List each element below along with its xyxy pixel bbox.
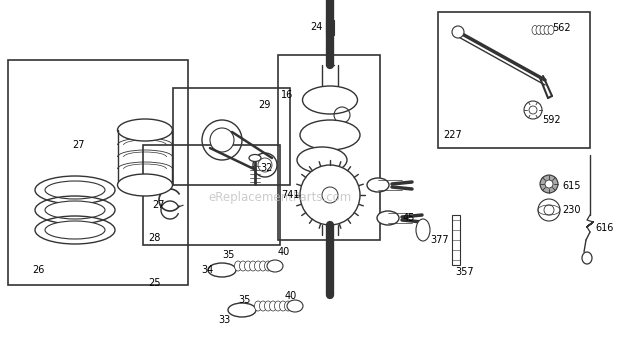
Text: 592: 592: [542, 115, 560, 125]
Circle shape: [210, 128, 234, 152]
Text: 616: 616: [595, 223, 613, 233]
Text: 741: 741: [281, 190, 299, 200]
Circle shape: [545, 180, 553, 188]
Bar: [143, 145, 280, 245]
Circle shape: [300, 165, 360, 225]
Ellipse shape: [118, 119, 172, 141]
Ellipse shape: [297, 147, 347, 173]
Ellipse shape: [254, 261, 262, 271]
Ellipse shape: [228, 303, 256, 317]
Text: 33: 33: [218, 315, 230, 325]
Ellipse shape: [285, 301, 291, 311]
Text: 25: 25: [148, 278, 161, 288]
Text: 562: 562: [552, 23, 570, 33]
Ellipse shape: [249, 261, 257, 271]
Ellipse shape: [416, 219, 430, 241]
Ellipse shape: [540, 25, 546, 34]
Circle shape: [538, 199, 560, 221]
Ellipse shape: [45, 181, 105, 199]
Ellipse shape: [280, 301, 286, 311]
Ellipse shape: [244, 261, 252, 271]
Text: 29: 29: [258, 100, 270, 110]
Ellipse shape: [45, 221, 105, 239]
Text: 27: 27: [72, 140, 84, 150]
Ellipse shape: [265, 301, 272, 311]
Bar: [278, 55, 380, 240]
Circle shape: [258, 158, 272, 172]
Ellipse shape: [582, 252, 592, 264]
Text: 34: 34: [201, 265, 213, 275]
Text: 230: 230: [562, 205, 580, 215]
Text: 35: 35: [222, 250, 234, 260]
Ellipse shape: [377, 211, 399, 225]
Ellipse shape: [265, 261, 272, 271]
Text: 40: 40: [285, 291, 297, 301]
Text: 35: 35: [238, 295, 250, 305]
Ellipse shape: [254, 301, 262, 311]
Ellipse shape: [300, 120, 360, 150]
Bar: [8, 60, 188, 285]
Text: 357: 357: [455, 267, 474, 277]
Ellipse shape: [287, 300, 303, 312]
Text: 28: 28: [148, 233, 161, 243]
Text: 24: 24: [310, 22, 322, 32]
Ellipse shape: [208, 263, 236, 277]
Ellipse shape: [544, 25, 550, 34]
Ellipse shape: [275, 301, 281, 311]
Text: 27: 27: [152, 200, 164, 210]
Ellipse shape: [367, 178, 389, 192]
Ellipse shape: [249, 155, 261, 161]
Bar: [326, 20, 334, 35]
Ellipse shape: [532, 25, 538, 34]
Ellipse shape: [303, 86, 358, 114]
Text: 26: 26: [32, 265, 45, 275]
Bar: [452, 215, 460, 265]
Bar: [173, 88, 290, 185]
Circle shape: [524, 101, 542, 119]
Text: 227: 227: [443, 130, 462, 140]
Text: 45: 45: [403, 213, 415, 223]
Ellipse shape: [260, 301, 267, 311]
Text: 16: 16: [281, 90, 293, 100]
Ellipse shape: [267, 260, 283, 272]
Circle shape: [540, 175, 558, 193]
Ellipse shape: [45, 201, 105, 219]
Ellipse shape: [270, 301, 277, 311]
Ellipse shape: [536, 25, 542, 34]
Ellipse shape: [234, 261, 242, 271]
Text: 615: 615: [562, 181, 580, 191]
Text: 32: 32: [260, 163, 272, 173]
Circle shape: [544, 205, 554, 215]
Ellipse shape: [118, 174, 172, 196]
Ellipse shape: [260, 261, 267, 271]
Circle shape: [452, 26, 464, 38]
Text: 377: 377: [430, 235, 449, 245]
Text: 40: 40: [278, 247, 290, 257]
Text: eReplacementParts.com: eReplacementParts.com: [208, 191, 352, 205]
Bar: [438, 12, 590, 148]
Ellipse shape: [239, 261, 247, 271]
Ellipse shape: [548, 25, 554, 34]
